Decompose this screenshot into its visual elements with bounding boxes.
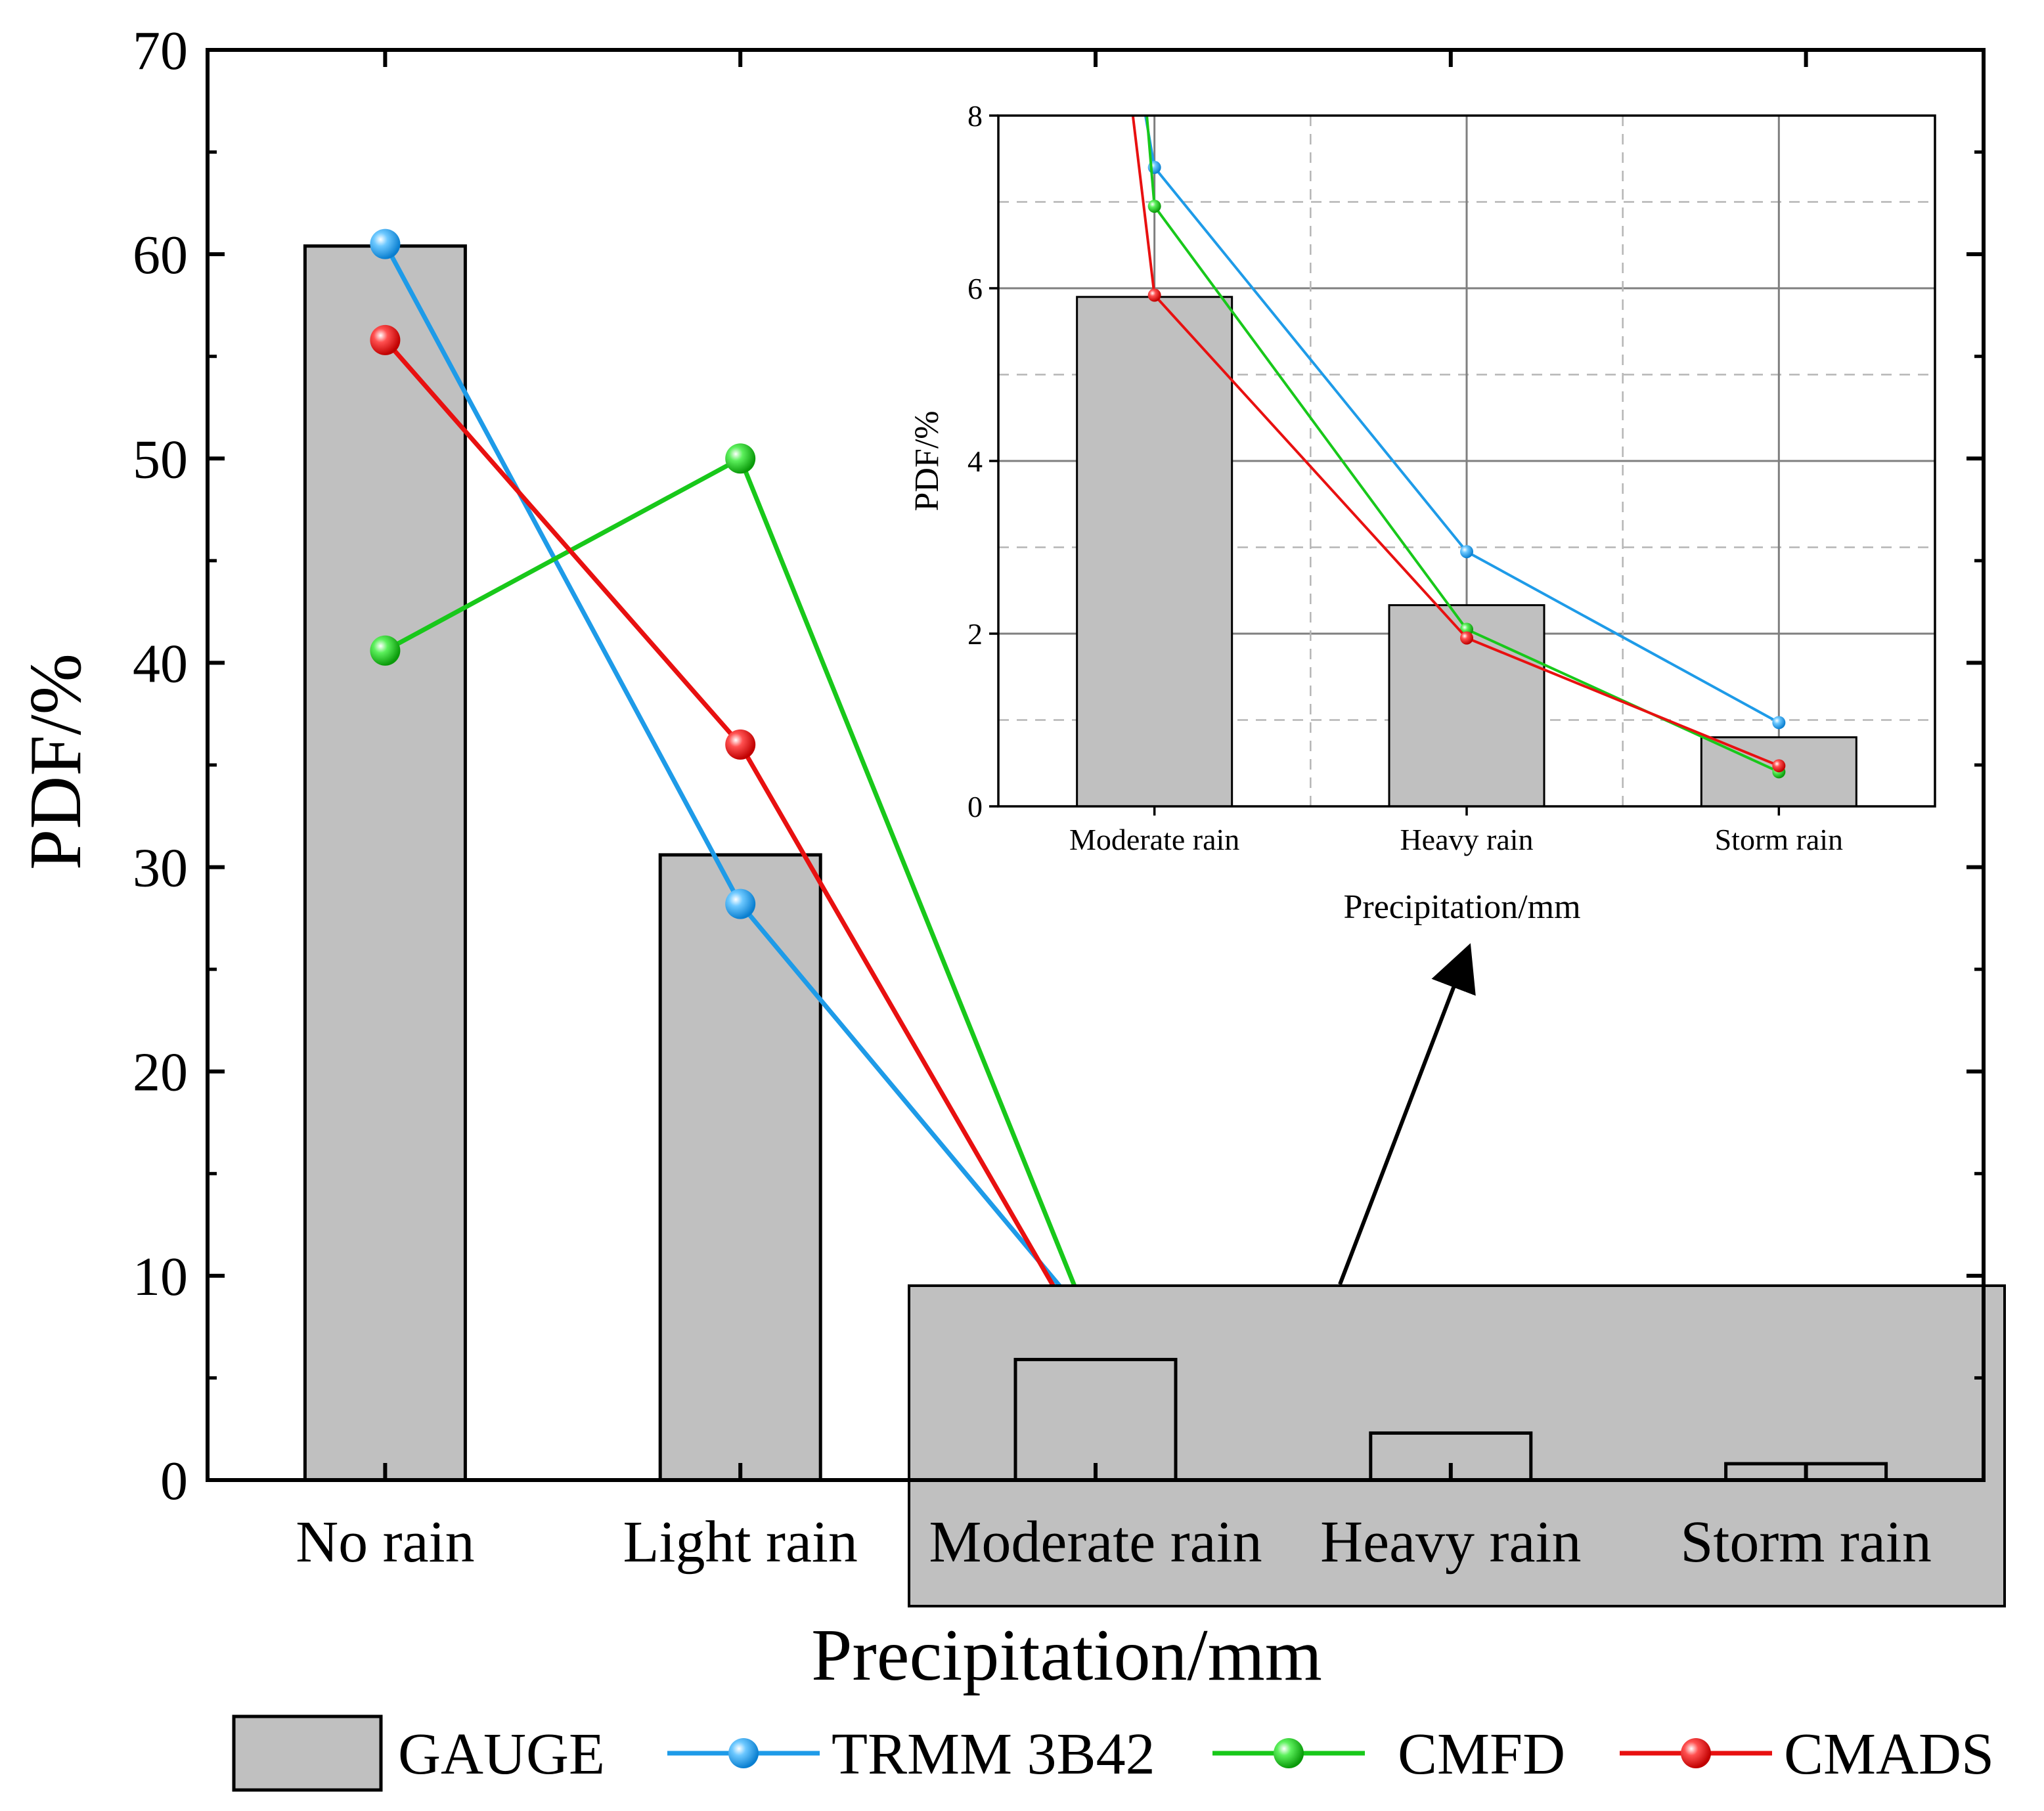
main-y-axis-title: PDF/%: [15, 653, 97, 870]
main-point-cmfd-light-rain: [725, 443, 756, 474]
zoom-arrow: [1338, 943, 1476, 1286]
main-category-label-light-rain: Light rain: [623, 1510, 857, 1575]
main-ytick-label: 30: [133, 838, 188, 899]
inset-point-cmads-heavy-rain: [1460, 631, 1473, 645]
main-ytick-label: 50: [133, 429, 188, 490]
legend-label-gauge: GAUGE: [398, 1722, 605, 1787]
inset-point-trmm-heavy-rain: [1460, 545, 1473, 559]
main-category-label-heavy-rain: Heavy rain: [1320, 1510, 1581, 1575]
inset-ytick-label: 8: [967, 99, 983, 133]
inset-category-label-storm-rain: Storm rain: [1715, 823, 1843, 856]
inset-line-cmads: [1131, 116, 1780, 768]
inset-ytick-label: 0: [967, 790, 983, 823]
main-ytick-label: 60: [133, 225, 188, 286]
inset-lines: [1131, 116, 1786, 779]
inset-ytick-label: 2: [967, 617, 983, 651]
inset-point-cmfd-moderate-rain: [1147, 200, 1161, 213]
inset-bar-gauge-moderate-rain: [1076, 295, 1233, 808]
main-category-label-moderate-rain: Moderate rain: [929, 1510, 1262, 1575]
inset-point-cmads-storm-rain: [1772, 759, 1786, 773]
inset-ytick-label: 4: [967, 445, 983, 478]
main-point-cmfd-no-rain: [370, 635, 401, 666]
main-category-label-no-rain: No rain: [296, 1510, 474, 1575]
main-point-cmads-no-rain: [370, 324, 401, 355]
legend-label-cmfd: CMFD: [1398, 1722, 1565, 1787]
main-ytick-label: 20: [133, 1042, 188, 1103]
legend-marker-trmm: [728, 1738, 759, 1768]
inset-line-trmm: [1144, 116, 1780, 724]
legend-swatch-gauge: [232, 1714, 383, 1792]
main-ytick-label: 0: [160, 1451, 188, 1512]
legend-label-trmm: TRMM 3B42: [832, 1722, 1155, 1787]
inset-point-cmads-moderate-rain: [1147, 288, 1161, 302]
legend-marker-cmfd: [1274, 1738, 1304, 1768]
inset-ytick-label: 6: [967, 272, 983, 305]
inset-point-trmm-storm-rain: [1772, 716, 1786, 730]
main-bar-gauge-light-rain: [658, 853, 822, 1482]
inset-y-axis-title: PDF/%: [908, 410, 946, 511]
main-point-trmm-no-rain: [370, 229, 401, 259]
inset-plot-area: 0 2 4 6 8 Moderate rain Heavy rain Storm rain Pr…: [908, 99, 1936, 926]
main-x-axis-title: Precipitation/mm: [811, 1615, 1322, 1696]
main-bar-gauge-no-rain: [303, 244, 467, 1482]
legend: GAUGE TRMM 3B42 CMFD CMADS: [232, 1714, 1994, 1792]
inset-category-label-moderate-rain: Moderate rain: [1069, 823, 1239, 856]
main-point-trmm-light-rain: [725, 888, 756, 919]
main-ytick-label: 40: [133, 633, 188, 694]
main-point-cmads-light-rain: [725, 729, 756, 760]
legend-marker-cmads: [1681, 1738, 1711, 1768]
main-ytick-label: 10: [133, 1246, 188, 1307]
inset-category-label-heavy-rain: Heavy rain: [1400, 823, 1533, 856]
main-category-label-storm-rain: Storm rain: [1680, 1510, 1931, 1575]
legend-label-cmads: CMADS: [1784, 1722, 1994, 1787]
main-ytick-label: 70: [133, 20, 188, 81]
zoom-region-box: [908, 1284, 2006, 1607]
inset-x-axis-title: Precipitation/mm: [1343, 888, 1580, 926]
zoom-indicator: [908, 943, 2006, 1607]
